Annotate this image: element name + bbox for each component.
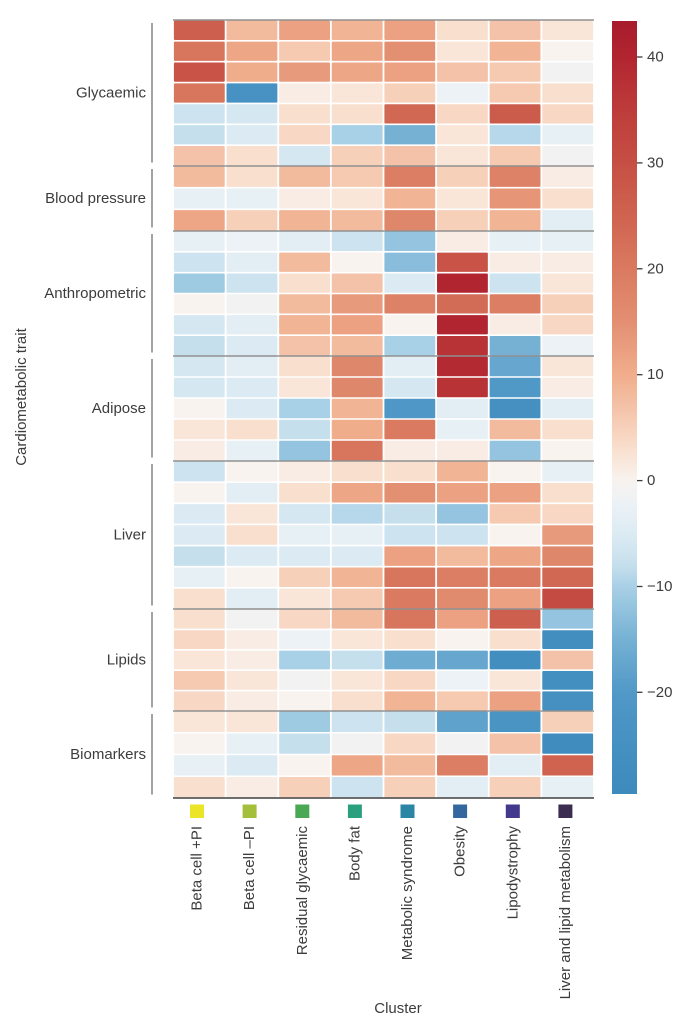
svg-text:Residual glycaemic: Residual glycaemic	[294, 826, 311, 956]
svg-text:Lipids: Lipids	[107, 652, 146, 669]
svg-text:0: 0	[647, 472, 655, 489]
svg-text:Adipose: Adipose	[92, 400, 146, 417]
svg-text:Lipodystrophy: Lipodystrophy	[504, 826, 521, 920]
svg-text:Metabolic syndrome: Metabolic syndrome	[399, 826, 416, 960]
svg-text:−20: −20	[647, 684, 672, 701]
svg-text:Blood pressure: Blood pressure	[45, 190, 146, 207]
svg-text:30: 30	[647, 154, 664, 171]
svg-text:Beta cell –PI: Beta cell –PI	[241, 826, 258, 910]
svg-text:Beta cell +PI: Beta cell +PI	[189, 826, 206, 911]
svg-text:Biomarkers: Biomarkers	[70, 746, 146, 763]
svg-text:Cardiometabolic trait: Cardiometabolic trait	[13, 327, 30, 465]
svg-text:−10: −10	[647, 578, 672, 595]
svg-text:10: 10	[647, 366, 664, 383]
svg-text:Body fat: Body fat	[346, 825, 363, 881]
svg-text:Liver and lipid metabolism: Liver and lipid metabolism	[557, 826, 574, 999]
svg-text:20: 20	[647, 260, 664, 277]
svg-text:Glycaemic: Glycaemic	[76, 85, 147, 102]
svg-text:Obesity: Obesity	[452, 826, 469, 877]
svg-text:Liver: Liver	[113, 527, 146, 544]
svg-text:Anthropometric: Anthropometric	[44, 285, 146, 302]
svg-text:40: 40	[647, 49, 664, 66]
svg-text:Cluster: Cluster	[374, 1000, 422, 1017]
